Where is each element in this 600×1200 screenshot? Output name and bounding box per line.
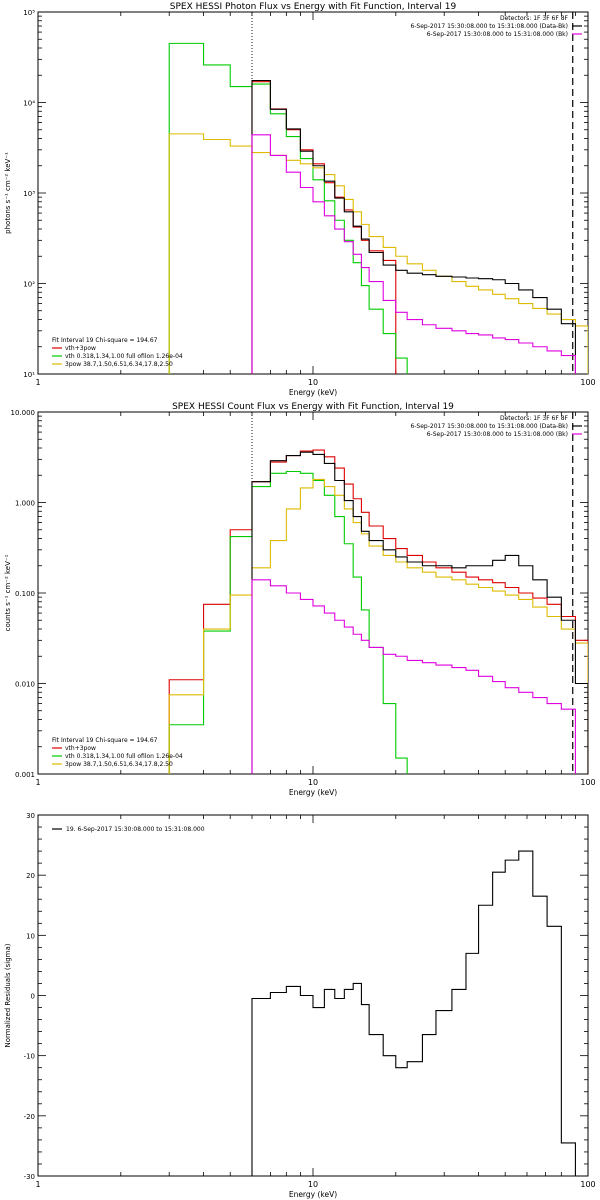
chart-2-series-2-vth-line	[168, 470, 408, 774]
chart-3-y-tick-label: 30	[26, 812, 35, 820]
chart-3-y-tick-label: -30	[24, 1173, 35, 1181]
chart-1-legend-label: 3pow 38.7,1.50,6.51,6.34,17.8,2.50	[65, 361, 173, 368]
chart-1-title: SPEX HESSI Photon Flux vs Energy with Fi…	[170, 2, 457, 12]
chart-2-series-1-vth3pow-line	[168, 449, 588, 774]
chart-1-legend-label: vth 0.318,1.34,1.00 full ofilon 1.26e-04	[65, 353, 183, 360]
chart-1-info-line: 6-Sep-2017 15:30:08.000 to 15:31:08.000 …	[410, 23, 568, 30]
chart-1-series-4-databk-line	[251, 79, 576, 374]
chart-2-legend-header: Fit Interval 19 Chi-square = 194.67	[52, 737, 158, 744]
chart-2-y-axis-label: counts s⁻¹ cm⁻² keV⁻¹	[4, 554, 12, 631]
chart-2-title: SPEX HESSI Count Flux vs Energy with Fit…	[172, 402, 454, 412]
chart-2-info-line: Detectors: 1F 3F 6F 8F	[500, 415, 569, 422]
chart-2-x-tick-label: 10	[308, 778, 318, 787]
chart-1-info-line: 6-Sep-2017 15:30:08.000 to 15:31:08.000 …	[427, 31, 568, 38]
chart-2-info-line: 6-Sep-2017 15:30:08.000 to 15:31:08.000 …	[410, 423, 568, 430]
chart-1-y-tick-label: 10⁵	[23, 9, 35, 17]
chart-3-x-tick-label: 1	[35, 1180, 40, 1189]
chart-2-legend-label: 3pow 38.7,1.50,6.51,6.34,17.8,2.50	[65, 761, 173, 768]
chart-1-legend-header: Fit Interval 19 Chi-square = 194.67	[52, 337, 158, 344]
chart-2-x-axis-label: Energy (keV)	[289, 788, 337, 797]
chart-3-x-tick-label: 10	[308, 1180, 318, 1189]
chart-1-y-axis-label: photons s⁻¹ cm⁻² keV⁻¹	[4, 152, 12, 234]
chart-1-info-line: Detectors: 1F 3F 6F 8F	[500, 15, 569, 22]
chart-1-legend-label: vth+3pow	[65, 345, 96, 352]
chart-1-series-1-vth3pow-line	[251, 81, 397, 374]
chart-2-series-3-3pow-line	[168, 478, 588, 774]
chart-2-series-4-databk-line	[251, 451, 588, 774]
chart-3-x-tick-label: 100	[580, 1180, 595, 1189]
chart-2-y-tick-label: 1.000	[15, 500, 35, 508]
chart-3-y-tick-label: -20	[24, 1113, 35, 1121]
chart-1-y-tick-label: 10⁴	[23, 100, 35, 108]
chart-3-y-tick-label: -10	[24, 1053, 35, 1061]
chart-2-legend-label: vth 0.318,1.34,1.00 full ofilon 1.26e-04	[65, 753, 183, 760]
chart-1-x-tick-label: 1	[35, 378, 40, 387]
chart-2-y-tick-label: 0.100	[15, 590, 35, 598]
chart-1-series-2-vth-line	[168, 42, 408, 374]
chart-1-x-tick-label: 10	[308, 378, 318, 387]
chart-3-series-1-19-line	[251, 850, 576, 1176]
chart-1-y-tick-label: 10¹	[23, 371, 35, 379]
chart-3-y-axis-label: Normalized Residuals (sigma)	[4, 943, 12, 1047]
chart-3-y-tick-label: 0	[31, 993, 35, 1001]
chart-2-legend-label: vth+3pow	[65, 745, 96, 752]
chart-3-y-tick-label: 10	[26, 932, 35, 940]
chart-2-x-tick-label: 1	[35, 778, 40, 787]
chart-2-y-tick-label: 0.001	[15, 771, 35, 779]
chart-2-info-line: 6-Sep-2017 15:30:08.000 to 15:31:08.000 …	[427, 431, 568, 438]
chart-2-series-5-bk-line	[251, 579, 576, 774]
chart-2-y-tick-label: 0.010	[15, 681, 35, 689]
chart-3-y-tick-label: 20	[26, 872, 35, 880]
chart-1-x-tick-label: 100	[580, 378, 595, 387]
chart-1-series-3-3pow-line	[168, 133, 588, 374]
chart-1-series-5-bk-line	[251, 134, 576, 374]
chart-2-x-tick-label: 100	[580, 778, 595, 787]
chart-3-legend-label: 19. 6-Sep-2017 15:30:08.000 to 15:31:08.…	[66, 826, 205, 833]
chart-1-x-axis-label: Energy (keV)	[289, 388, 337, 397]
chart-1-y-tick-label: 10³	[23, 190, 35, 198]
chart-2-y-tick-label: 10.000	[11, 409, 36, 417]
chart-3-x-axis-label: Energy (keV)	[289, 1190, 337, 1199]
chart-1-y-tick-label: 10²	[23, 281, 35, 289]
